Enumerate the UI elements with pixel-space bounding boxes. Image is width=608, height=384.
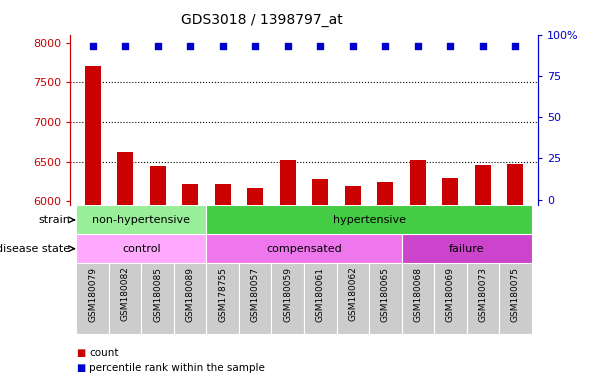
Text: GSM180082: GSM180082 bbox=[121, 266, 130, 321]
Text: GSM180075: GSM180075 bbox=[511, 266, 520, 321]
Bar bbox=[499, 263, 531, 334]
Text: ■: ■ bbox=[76, 363, 85, 373]
Text: GSM180065: GSM180065 bbox=[381, 266, 390, 321]
Point bbox=[511, 43, 520, 49]
Point bbox=[153, 43, 162, 49]
Point bbox=[88, 43, 97, 49]
Bar bbox=[369, 263, 401, 334]
Bar bbox=[475, 165, 491, 205]
Point bbox=[120, 43, 130, 49]
Text: GDS3018 / 1398797_at: GDS3018 / 1398797_at bbox=[181, 13, 342, 27]
Text: GSM180069: GSM180069 bbox=[446, 266, 455, 321]
Bar bbox=[142, 263, 174, 334]
Text: GSM180089: GSM180089 bbox=[185, 266, 195, 321]
Text: control: control bbox=[122, 243, 161, 254]
Point bbox=[446, 43, 455, 49]
Text: GSM180061: GSM180061 bbox=[316, 266, 325, 321]
Bar bbox=[401, 234, 531, 263]
Bar bbox=[401, 263, 434, 334]
Text: GSM180073: GSM180073 bbox=[478, 266, 487, 321]
Text: non-hypertensive: non-hypertensive bbox=[92, 215, 190, 225]
Text: GSM180059: GSM180059 bbox=[283, 266, 292, 321]
Bar bbox=[410, 160, 426, 205]
Text: compensated: compensated bbox=[266, 243, 342, 254]
Bar bbox=[109, 263, 142, 334]
Bar bbox=[304, 263, 336, 334]
Bar bbox=[174, 263, 207, 334]
Text: percentile rank within the sample: percentile rank within the sample bbox=[89, 363, 265, 373]
Bar bbox=[280, 160, 296, 205]
Point bbox=[218, 43, 227, 49]
Point bbox=[250, 43, 260, 49]
Bar bbox=[312, 179, 328, 205]
Bar bbox=[207, 263, 239, 334]
Text: GSM180068: GSM180068 bbox=[413, 266, 423, 321]
Bar bbox=[247, 189, 263, 205]
Text: ■: ■ bbox=[76, 348, 85, 358]
Bar bbox=[507, 164, 523, 205]
Bar bbox=[239, 263, 272, 334]
Bar bbox=[345, 186, 361, 205]
Point bbox=[185, 43, 195, 49]
Text: GSM180062: GSM180062 bbox=[348, 266, 358, 321]
Bar bbox=[336, 263, 369, 334]
Text: GSM180079: GSM180079 bbox=[88, 266, 97, 321]
Bar bbox=[207, 205, 531, 234]
Point bbox=[413, 43, 423, 49]
Text: count: count bbox=[89, 348, 119, 358]
Text: hypertensive: hypertensive bbox=[333, 215, 406, 225]
Text: strain: strain bbox=[39, 215, 71, 225]
Bar bbox=[150, 166, 166, 205]
Point bbox=[316, 43, 325, 49]
Bar bbox=[77, 234, 207, 263]
Bar bbox=[117, 152, 133, 205]
Point bbox=[478, 43, 488, 49]
Bar bbox=[207, 234, 401, 263]
Bar bbox=[215, 184, 231, 205]
Bar bbox=[377, 182, 393, 205]
Text: GSM180085: GSM180085 bbox=[153, 266, 162, 321]
Text: GSM180057: GSM180057 bbox=[250, 266, 260, 321]
Bar bbox=[442, 178, 458, 205]
Bar bbox=[85, 66, 101, 205]
Point bbox=[283, 43, 292, 49]
Bar bbox=[272, 263, 304, 334]
Bar bbox=[77, 263, 109, 334]
Point bbox=[348, 43, 358, 49]
Point bbox=[381, 43, 390, 49]
Bar bbox=[434, 263, 466, 334]
Bar bbox=[466, 263, 499, 334]
Bar bbox=[77, 205, 207, 234]
Text: disease state: disease state bbox=[0, 243, 71, 254]
Text: GSM178755: GSM178755 bbox=[218, 266, 227, 321]
Bar bbox=[182, 184, 198, 205]
Text: failure: failure bbox=[449, 243, 485, 254]
